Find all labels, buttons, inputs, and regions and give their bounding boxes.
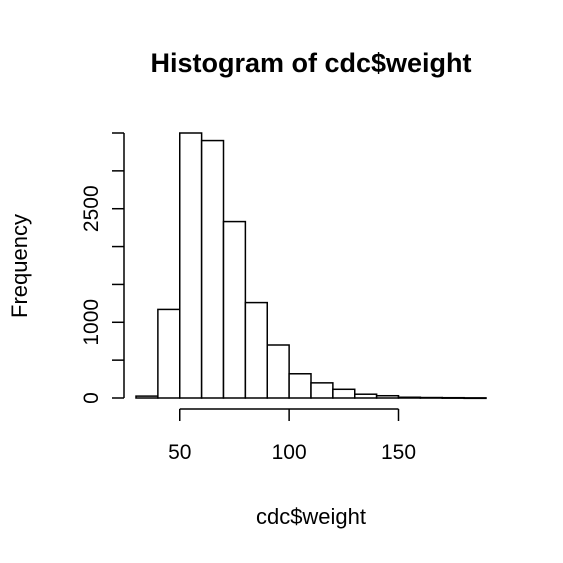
bars-group (135, 132, 487, 400)
histogram-bar-30-40 (135, 395, 159, 399)
histogram-bar-140-150 (375, 394, 400, 399)
y-tick-label-2500: 2500 (80, 185, 103, 232)
histogram-bar-150-160 (397, 396, 422, 399)
histogram-bar-160-170 (419, 396, 443, 399)
histogram-bar-100-110 (288, 373, 312, 399)
histogram-bar-130-140 (354, 393, 378, 399)
x-tick-label-150: 150 (381, 441, 416, 464)
x-axis-label: cdc$weight (256, 504, 366, 529)
histogram-bar-180-190 (463, 397, 487, 400)
y-tick-label-0: 0 (80, 392, 103, 404)
histogram-bar-110-120 (310, 382, 334, 399)
histogram-bar-120-130 (332, 388, 356, 399)
chart-title: Histogram of cdc$weight (150, 48, 471, 78)
x-tick-label-50: 50 (168, 441, 191, 464)
y-axis-label: Frequency (7, 214, 32, 318)
y-axis: 0 1000 2500 (80, 132, 125, 404)
histogram-bar-40-50 (157, 308, 181, 399)
y-tick-label-1000: 1000 (80, 299, 103, 346)
histogram-bar-170-180 (441, 396, 465, 399)
x-axis: 50 100 150 (168, 408, 416, 464)
histogram-bar-90-100 (266, 344, 290, 399)
histogram-bar-60-70 (200, 139, 225, 399)
x-tick-label-100: 100 (272, 441, 307, 464)
histogram-bar-70-80 (222, 220, 247, 399)
histogram-bar-50-60 (179, 132, 203, 399)
histogram-bar-80-90 (244, 301, 268, 399)
